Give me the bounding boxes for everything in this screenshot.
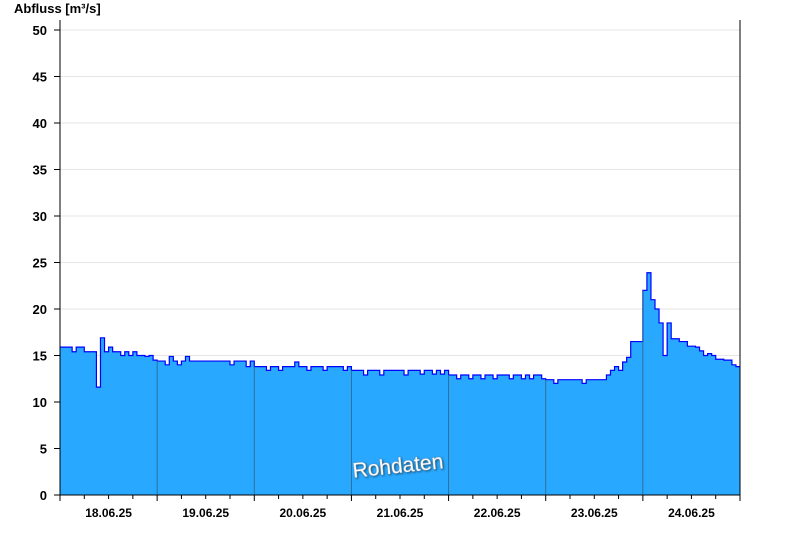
x-tick-label: 22.06.25 bbox=[474, 506, 521, 520]
series-line bbox=[60, 272, 740, 388]
y-tick-label: 50 bbox=[33, 23, 47, 38]
y-tick-label: 15 bbox=[33, 349, 47, 364]
x-tick-label: 23.06.25 bbox=[571, 506, 618, 520]
axes: 0 5 10 15 20 25 30 35 40 45 50 18.06.25 19.06.25 20.0… bbox=[33, 20, 741, 520]
series bbox=[60, 272, 740, 495]
y-tick-label: 35 bbox=[33, 163, 47, 178]
x-tick-label: 21.06.25 bbox=[377, 506, 424, 520]
y-tick-label: 25 bbox=[33, 256, 47, 271]
area-fill bbox=[60, 272, 740, 495]
x-tick-label: 18.06.25 bbox=[85, 506, 132, 520]
watermark: Rohdaten bbox=[351, 450, 444, 482]
x-tick-label: 24.06.25 bbox=[668, 506, 715, 520]
y-axis-label: Abfluss [m³/s] bbox=[14, 1, 101, 16]
y-tick-label: 40 bbox=[33, 116, 47, 131]
y-tick-label: 30 bbox=[33, 209, 47, 224]
x-tick-label: 19.06.25 bbox=[182, 506, 229, 520]
x-tick-label: 20.06.25 bbox=[279, 506, 326, 520]
y-tick-label: 20 bbox=[33, 302, 47, 317]
y-tick-label: 5 bbox=[40, 442, 47, 457]
y-tick-label: 0 bbox=[40, 488, 47, 503]
y-tick-label: 45 bbox=[33, 70, 47, 85]
day-separators bbox=[156, 290, 644, 495]
y-tick-label: 10 bbox=[33, 395, 47, 410]
